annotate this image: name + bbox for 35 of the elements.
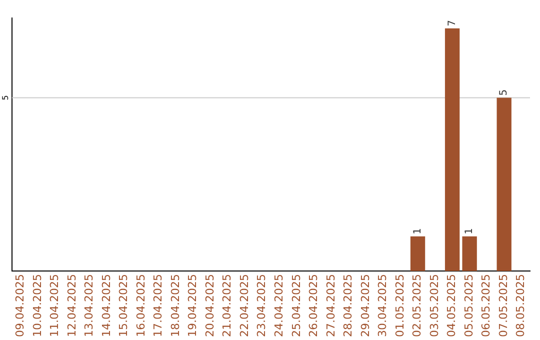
x-tick-label: 26.04.2025 <box>307 274 320 338</box>
x-tick-label: 23.04.2025 <box>255 274 268 338</box>
x-tick-label: 30.04.2025 <box>376 274 390 338</box>
x-tick-label: 28.04.2025 <box>342 274 355 338</box>
x-tick-label: 14.04.2025 <box>100 274 113 338</box>
x-tick-label: 27.04.2025 <box>324 274 338 338</box>
x-tick-label: 29.04.2025 <box>358 274 372 338</box>
x-tick-label: 15.04.2025 <box>117 274 130 338</box>
x-tick-label: 06.05.2025 <box>480 274 493 338</box>
x-tick-label: 16.04.2025 <box>134 274 148 338</box>
x-tick-label: 07.05.2025 <box>496 274 510 338</box>
x-tick-label: 03.05.2025 <box>428 274 441 338</box>
x-tick-label: 10.04.2025 <box>30 274 44 338</box>
x-tick-label: 02.05.2025 <box>410 274 424 338</box>
x-tick-label: 13.04.2025 <box>82 274 96 338</box>
x-tick-label: 11.04.2025 <box>48 274 62 338</box>
x-tick-label: 19.04.2025 <box>186 274 200 338</box>
x-tick-label: 08.05.2025 <box>514 274 528 338</box>
x-tick-label: 22.04.2025 <box>238 274 251 338</box>
data-label: 1 <box>464 228 476 234</box>
x-tick-label: 18.04.2025 <box>168 274 182 338</box>
ref-line-label: 5 <box>1 95 10 100</box>
x-tick-label: 04.05.2025 <box>445 274 458 338</box>
x-tick-label: 25.04.2025 <box>290 274 303 338</box>
x-tick-label: 21.04.2025 <box>220 274 234 338</box>
x-tick-label: 24.04.2025 <box>272 274 286 338</box>
x-tick-label: 01.05.2025 <box>393 274 406 338</box>
data-label: 1 <box>412 228 424 234</box>
x-tick-label: 09.04.2025 <box>13 274 26 338</box>
data-label: 5 <box>498 89 510 96</box>
x-tick-label: 17.04.2025 <box>152 274 165 338</box>
x-tick-label: 20.04.2025 <box>203 274 216 338</box>
data-label: 7 <box>446 20 458 26</box>
x-tick-label: 12.04.2025 <box>65 274 78 338</box>
x-tick-label: 05.05.2025 <box>462 274 476 338</box>
